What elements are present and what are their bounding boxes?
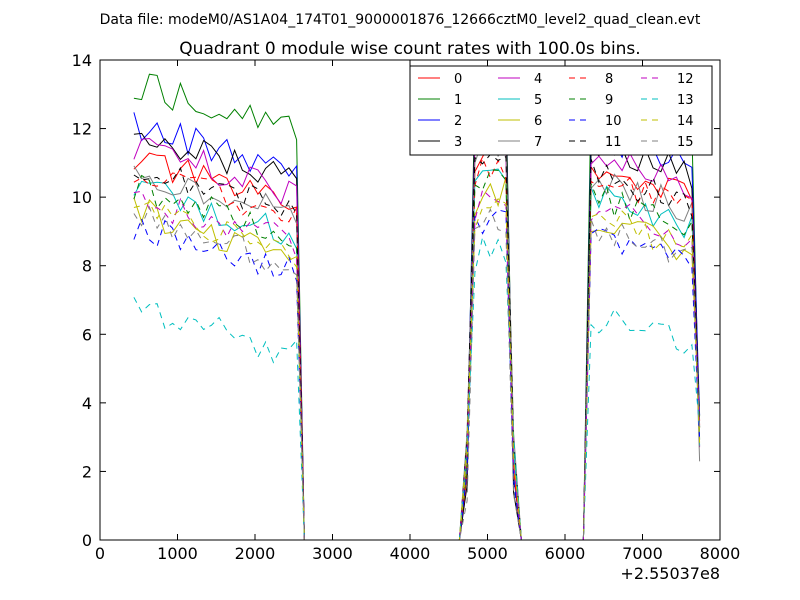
legend-label-7: 7 xyxy=(534,135,542,150)
y-tick-label: 6 xyxy=(82,325,92,344)
y-tick-label: 14 xyxy=(72,51,92,70)
legend-label-4: 4 xyxy=(534,72,542,87)
series-line-6 xyxy=(133,176,701,541)
x-tick-label: 7000 xyxy=(622,544,663,563)
series-line-12 xyxy=(133,189,701,541)
legend-label-13: 13 xyxy=(677,93,694,108)
series-line-7 xyxy=(133,137,701,541)
x-tick-label: 3000 xyxy=(312,544,353,563)
series-line-13 xyxy=(133,235,701,541)
series-line-2 xyxy=(133,107,701,541)
x-tick-label: 0 xyxy=(95,544,105,563)
series-line-0 xyxy=(133,141,701,541)
legend-box xyxy=(409,65,713,156)
series-line-15 xyxy=(133,205,701,541)
legend-label-12: 12 xyxy=(677,72,694,87)
legend-label-8: 8 xyxy=(605,72,613,87)
series-line-4 xyxy=(133,129,701,541)
y-tick-label: 4 xyxy=(82,394,92,413)
x-tick-label: 8000 xyxy=(700,544,741,563)
y-tick-label: 0 xyxy=(82,531,92,550)
y-tick-label: 8 xyxy=(82,257,92,276)
x-offset-label: +2.55037e8 xyxy=(620,564,720,583)
legend-label-1: 1 xyxy=(454,93,462,108)
x-tick-label: 5000 xyxy=(467,544,508,563)
legend-label-5: 5 xyxy=(534,93,542,108)
x-tick-label: 2000 xyxy=(235,544,276,563)
series-line-14 xyxy=(133,198,701,541)
chart-title: Quadrant 0 module wise count rates with … xyxy=(179,39,640,59)
x-tick-label: 6000 xyxy=(545,544,586,563)
series-line-9 xyxy=(133,169,701,541)
suptitle: Data file: modeM0/AS1A04_174T01_90000018… xyxy=(100,12,701,28)
legend-label-3: 3 xyxy=(454,135,462,150)
series-line-8 xyxy=(133,156,701,541)
series-line-10 xyxy=(133,209,701,541)
legend-label-11: 11 xyxy=(605,135,622,150)
y-tick-label: 12 xyxy=(72,120,92,139)
legend-label-14: 14 xyxy=(677,114,694,129)
legend-label-0: 0 xyxy=(454,72,462,87)
y-tick-label: 2 xyxy=(82,462,92,481)
series-line-3 xyxy=(133,100,701,541)
legend-label-9: 9 xyxy=(605,93,613,108)
series-line-5 xyxy=(133,168,701,541)
legend-label-6: 6 xyxy=(534,114,542,129)
series-line-11 xyxy=(133,153,701,541)
legend-label-10: 10 xyxy=(605,114,622,129)
legend-label-2: 2 xyxy=(454,114,462,129)
x-tick-label: 1000 xyxy=(157,544,198,563)
ticks: 0 1000 2000 3000 4000 5000 6000 7000 80000246810… xyxy=(72,51,741,563)
plot-lines xyxy=(133,73,701,541)
x-tick-label: 4000 xyxy=(390,544,431,563)
y-tick-label: 10 xyxy=(72,188,92,207)
legend-label-15: 15 xyxy=(677,135,694,150)
